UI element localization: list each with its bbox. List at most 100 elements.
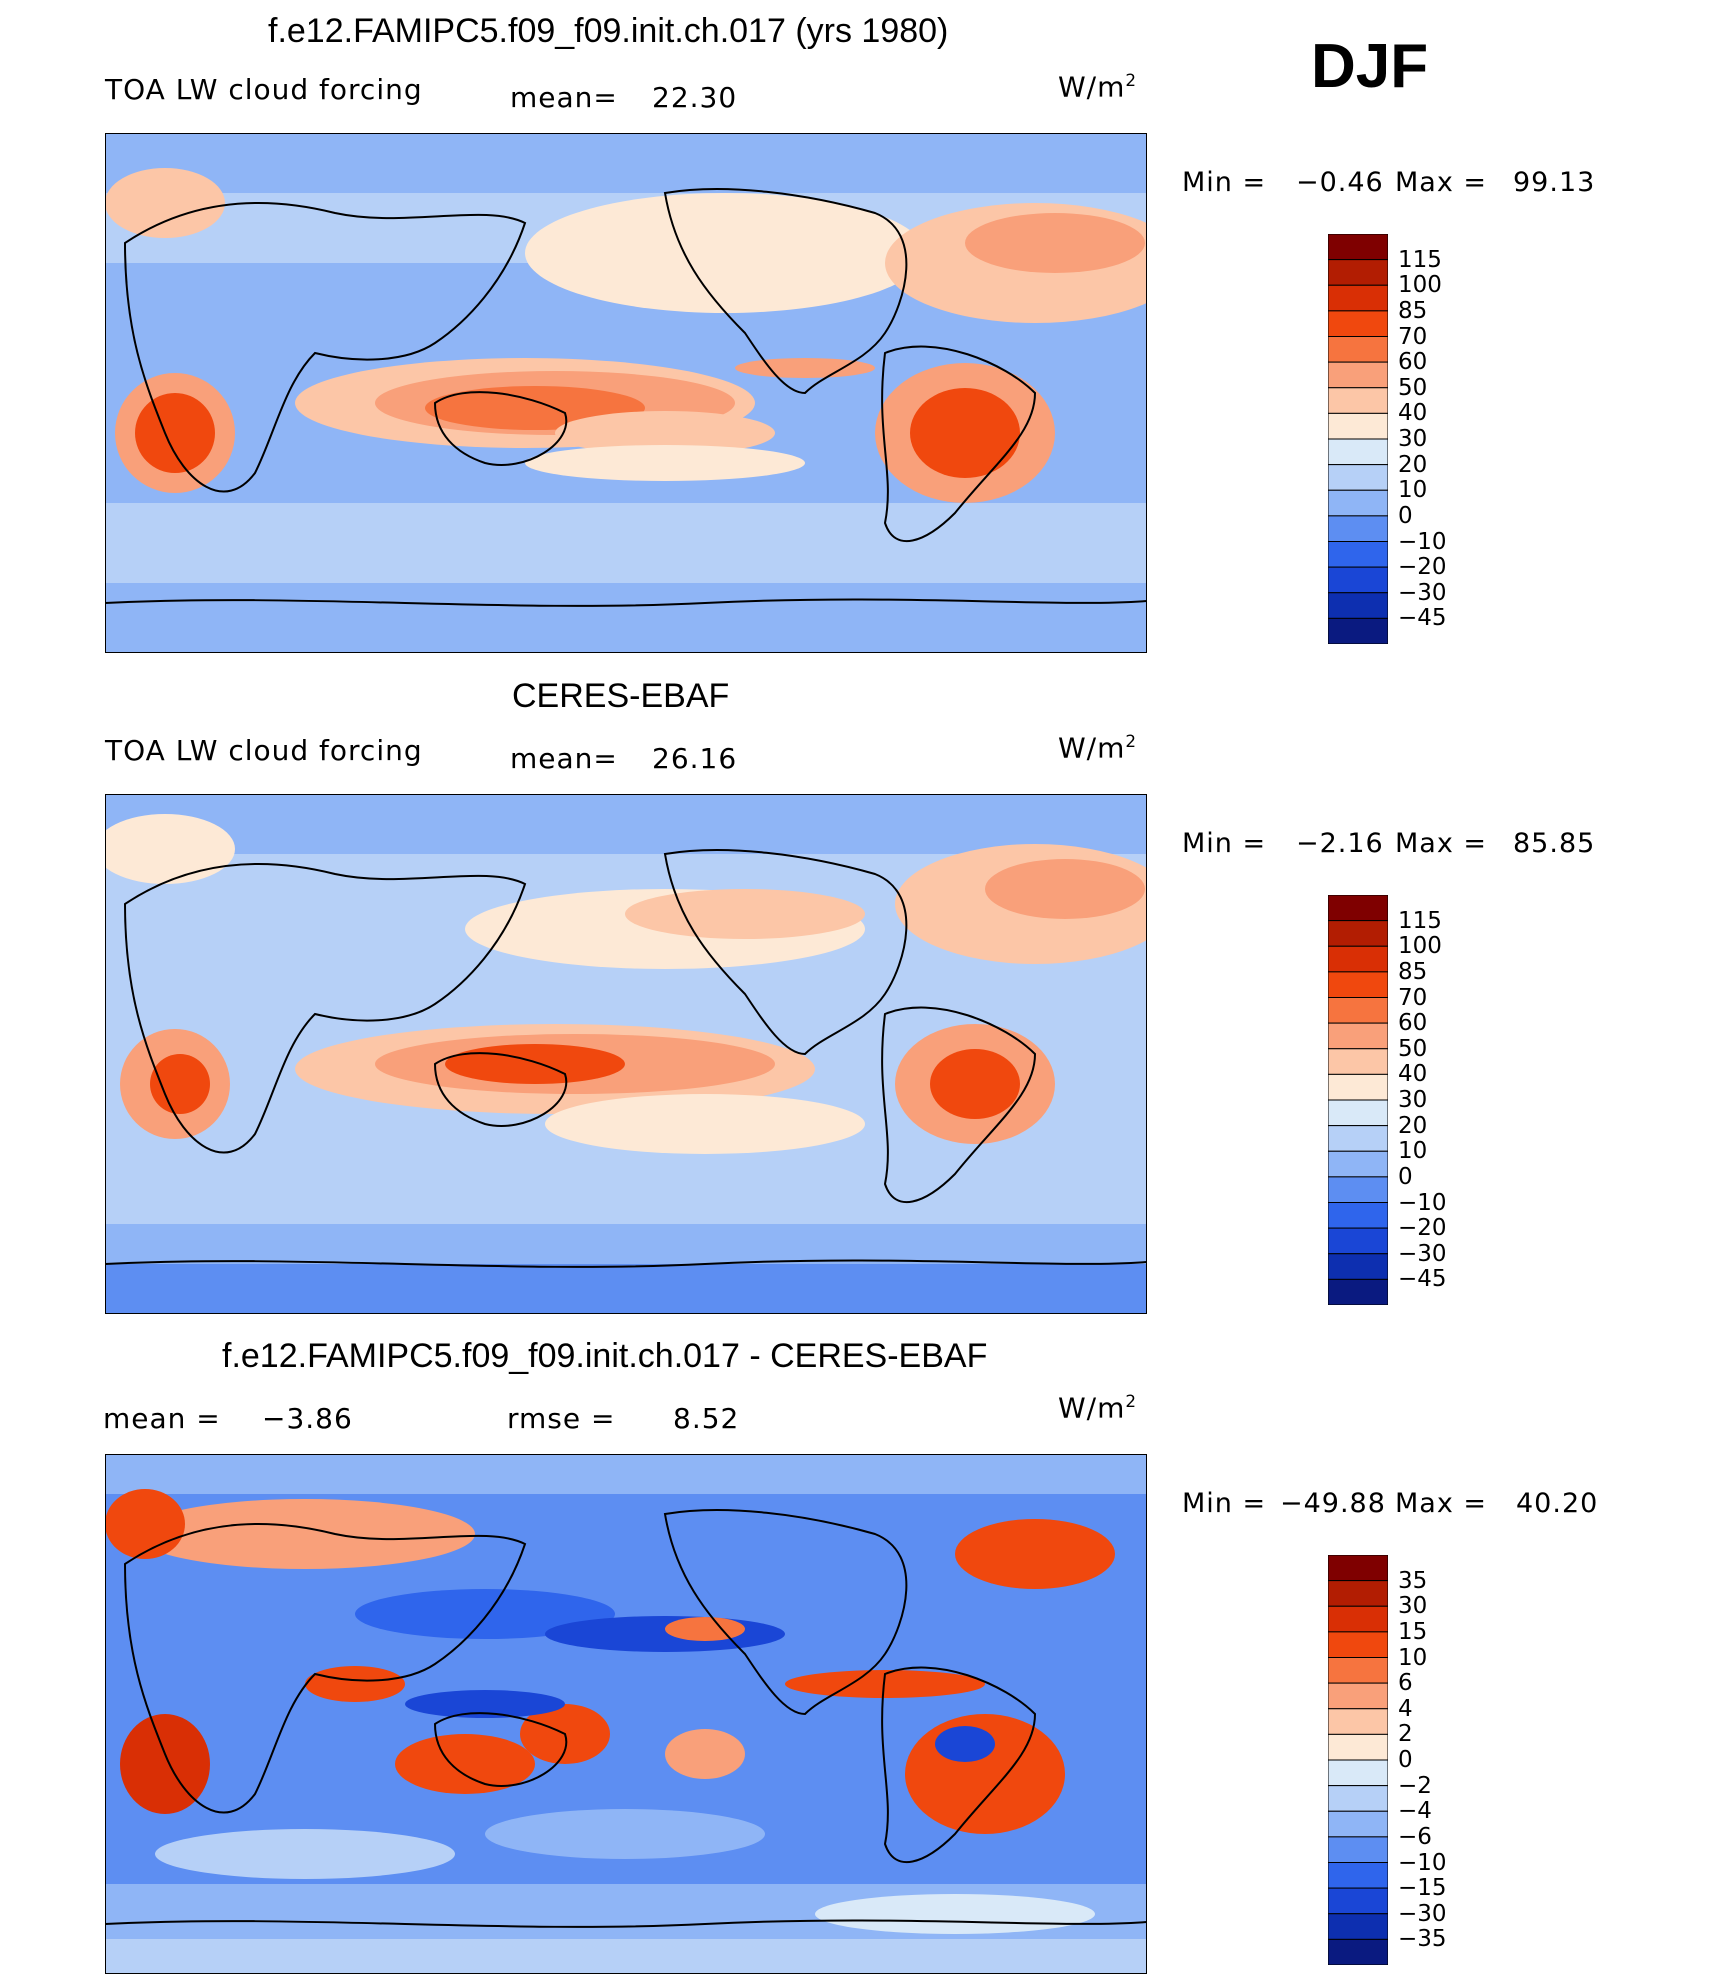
panel2-colorbar-label: 0 (1398, 1163, 1413, 1190)
panel2-colorbar-label: 60 (1398, 1010, 1428, 1037)
panel2-colorbar-label: 85 (1398, 958, 1428, 985)
panel1-colorbar-label: −20 (1398, 554, 1447, 581)
panel2-colorbar-label: 50 (1398, 1035, 1428, 1062)
panel2-colorbar-box (1328, 945, 1388, 973)
panel3-colorbar-box (1328, 1631, 1388, 1658)
panel2-colorbar-box (1328, 1278, 1388, 1305)
panel1-colorbar-label: 85 (1398, 297, 1428, 324)
panel3-colorbar-box (1328, 1836, 1388, 1863)
panel2-colorbar-label: 100 (1398, 933, 1442, 960)
panel3-colorbar-label: 2 (1398, 1721, 1413, 1748)
panel1-variable-label: TOA LW cloud forcing (105, 73, 423, 106)
panel2-colorbar-label: 30 (1398, 1087, 1428, 1113)
panel1-colorbar-label: 60 (1398, 349, 1428, 376)
panel1-colorbar-label: 100 (1398, 272, 1442, 299)
panel1-colorbar-box (1328, 566, 1388, 594)
panel2-colorbar-box (1328, 1125, 1388, 1152)
panel3-units: W/m2 (1058, 1391, 1138, 1425)
panel2-colorbar-svg (1328, 895, 1388, 1305)
panel1-colorbar-box (1328, 515, 1388, 542)
panel3-colorbar: 35 30 15 10 6 4 2 0 −2 −4 −6 −10 −15 −30 −35 (1328, 1555, 1447, 1965)
panel2-colorbar-box (1328, 1022, 1388, 1050)
panel2-colorbar-box (1328, 1202, 1388, 1229)
panel3-colorbar-box (1328, 1887, 1388, 1915)
panel3-colorbar-box (1328, 1682, 1388, 1710)
panel3-colorbar-box (1328, 1938, 1388, 1965)
panel3-mean-value: −3.86 (262, 1402, 353, 1435)
panel2-colorbar-box (1328, 971, 1388, 998)
panel2-colorbar-box (1328, 1253, 1388, 1280)
panel3-max-value: 40.20 (1516, 1488, 1599, 1519)
panel2-mean-value: 26.16 (652, 742, 738, 775)
panel2-max-label: Max = (1395, 828, 1488, 859)
panel3-min-value: −49.88 (1280, 1488, 1386, 1519)
panel2-colorbar-label: 20 (1398, 1112, 1428, 1139)
panel2-colorbar-label: 40 (1398, 1061, 1428, 1088)
panel1-colorbar-box (1328, 234, 1388, 261)
panel3-colorbar-box (1328, 1605, 1388, 1633)
panel2-colorbar-label: 115 (1398, 907, 1442, 934)
panel3-colorbar-label: 0 (1398, 1747, 1413, 1773)
panel3-max-label: Max = (1395, 1488, 1488, 1519)
panel1-colorbar-box (1328, 412, 1388, 440)
panel3-colorbar-label: −30 (1398, 1900, 1447, 1927)
panel3-colorbar-box (1328, 1810, 1388, 1838)
panel3-colorbar-label: −35 (1398, 1926, 1447, 1953)
panel1-min-label: Min = (1182, 167, 1267, 198)
panel3-colorbar-label: 10 (1398, 1644, 1428, 1671)
panel1-colorbar-svg (1328, 234, 1388, 644)
panel2-colorbar: 115 100 85 70 60 50 40 30 20 10 0 −10 −20 −30 −45 (1328, 895, 1447, 1305)
panel1-colorbar-box (1328, 464, 1388, 491)
panel1-mean-value: 22.30 (652, 81, 738, 114)
panel2-colorbar-box (1328, 895, 1388, 922)
panel1-colorbar-box (1328, 361, 1388, 389)
panel1-colorbar-label: 30 (1398, 426, 1428, 452)
panel3-colorbar-box (1328, 1708, 1388, 1735)
panel1-colorbar-label: 10 (1398, 477, 1428, 504)
panel3-colorbar-box (1328, 1913, 1388, 1940)
panel2-variable-label: TOA LW cloud forcing (105, 734, 423, 767)
panel1-colorbar-box (1328, 387, 1388, 414)
panel2-colorbar-box (1328, 1099, 1388, 1127)
panel1-map (105, 133, 1147, 653)
panel2-max-value: 85.85 (1513, 828, 1596, 859)
panel2-min-value: −2.16 (1296, 828, 1384, 859)
panel2-mean-label: mean= (510, 742, 618, 775)
panel1-colorbar-box (1328, 310, 1388, 337)
panel2-colorbar-box (1328, 1150, 1388, 1178)
panel1-colorbar-label: −30 (1398, 579, 1447, 606)
panel3-colorbar-box (1328, 1555, 1388, 1582)
panel2-title: CERES-EBAF (512, 677, 730, 715)
panel1-colorbar-box (1328, 336, 1388, 363)
panel3-colorbar-label: 6 (1398, 1670, 1413, 1697)
panel3-colorbar-label: −6 (1398, 1823, 1432, 1850)
panel1-colorbar-box (1328, 259, 1388, 286)
panel3-colorbar-label: −2 (1398, 1772, 1432, 1799)
panel2-colorbar-box (1328, 920, 1388, 947)
panel3-colorbar-box (1328, 1580, 1388, 1607)
panel3-colorbar-box (1328, 1785, 1388, 1812)
panel3-title: f.e12.FAMIPC5.f09_f09.init.ch.017 - CERE… (222, 1337, 988, 1375)
panel3-colorbar-box (1328, 1733, 1388, 1761)
panel2-min-label: Min = (1182, 828, 1267, 859)
panel1-colorbar-label: −10 (1398, 528, 1447, 555)
panel3-min-label: Min = (1182, 1488, 1267, 1519)
season-label: DJF (1311, 32, 1429, 101)
panel3-colorbar-label: −15 (1398, 1875, 1447, 1902)
panel2-colorbar-label: −30 (1398, 1240, 1447, 1267)
panel1-colorbar-box (1328, 438, 1388, 466)
panel1-colorbar-box (1328, 592, 1388, 619)
panel1-colorbar-label: −45 (1398, 605, 1447, 632)
panel1-title: f.e12.FAMIPC5.f09_f09.init.ch.017 (yrs 1… (268, 12, 949, 50)
panel3-map (105, 1454, 1147, 1974)
panel1-colorbar-box (1328, 617, 1388, 644)
panel3-colorbar-label: 30 (1398, 1593, 1428, 1620)
panel3-colorbar-label: −4 (1398, 1798, 1432, 1825)
panel2-colorbar-box (1328, 997, 1388, 1024)
panel2-colorbar-box (1328, 1176, 1388, 1203)
panel3-colorbar-box (1328, 1862, 1388, 1889)
panel2-map (105, 794, 1147, 1314)
panel2-colorbar-label: −20 (1398, 1215, 1447, 1242)
panel3-rmse-label: rmse = (507, 1402, 616, 1435)
panel1-min-value: −0.46 (1296, 167, 1384, 198)
